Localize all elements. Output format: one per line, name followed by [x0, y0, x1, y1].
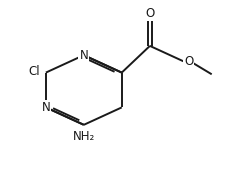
Text: N: N [79, 49, 88, 62]
Text: NH₂: NH₂ [72, 130, 94, 143]
Text: O: O [183, 55, 193, 68]
Text: Cl: Cl [28, 65, 40, 78]
Text: N: N [41, 101, 50, 114]
Text: O: O [145, 7, 154, 20]
